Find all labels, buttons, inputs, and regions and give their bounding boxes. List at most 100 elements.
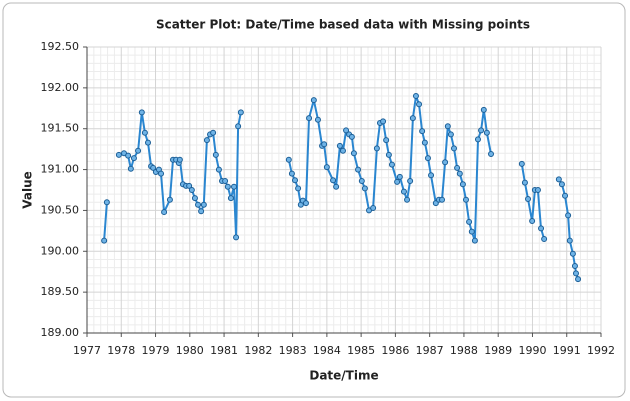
point [321, 141, 328, 148]
point [233, 234, 240, 241]
point [488, 151, 495, 158]
y-tick-label: 192.00 [41, 81, 80, 94]
point [141, 129, 148, 136]
point [442, 159, 449, 166]
point [450, 145, 457, 152]
x-tick-label: 1986 [381, 344, 409, 357]
x-tick-label: 1980 [176, 344, 204, 357]
point [291, 177, 298, 184]
point [565, 212, 572, 219]
point [571, 262, 578, 269]
point [396, 173, 403, 180]
point [330, 177, 337, 184]
point [466, 218, 473, 225]
point [333, 183, 340, 190]
point [339, 147, 346, 154]
y-tick-label: 192.50 [41, 40, 80, 53]
point [380, 118, 387, 125]
point [210, 129, 217, 136]
point [188, 187, 195, 193]
point [424, 155, 431, 162]
point [343, 127, 350, 134]
point [471, 237, 478, 244]
point [355, 166, 362, 173]
point [115, 151, 122, 158]
point [127, 165, 134, 172]
point [166, 196, 173, 203]
point [529, 218, 536, 225]
point [388, 161, 395, 168]
point [285, 156, 292, 163]
point [144, 139, 151, 146]
point [103, 199, 110, 206]
point [478, 127, 485, 134]
point [562, 192, 569, 199]
point [416, 101, 423, 108]
point [150, 164, 157, 171]
point [412, 93, 419, 100]
point [572, 270, 579, 277]
x-tick-label: 1983 [279, 344, 307, 357]
point [158, 170, 165, 177]
x-tick-label: 1992 [587, 344, 615, 357]
point [555, 176, 562, 183]
point [125, 152, 132, 159]
x-tick-label: 1984 [313, 344, 341, 357]
point [483, 129, 490, 136]
point [468, 228, 475, 235]
point [361, 185, 368, 192]
point [421, 139, 428, 146]
x-tick-label: 1991 [553, 344, 581, 357]
point [191, 195, 198, 202]
point [575, 276, 582, 283]
point [558, 181, 565, 188]
point [474, 136, 481, 143]
point [358, 178, 365, 185]
point [215, 166, 222, 173]
point [439, 196, 446, 203]
x-tick-label: 1978 [107, 344, 135, 357]
point [370, 204, 377, 211]
point [227, 195, 234, 202]
x-tick-label: 1987 [416, 344, 444, 357]
point [454, 164, 461, 171]
point [161, 209, 168, 216]
x-tick-label: 1977 [73, 344, 101, 357]
x-tick-label: 1981 [210, 344, 238, 357]
point [419, 128, 426, 135]
point [130, 155, 137, 162]
x-tick-label: 1988 [450, 344, 478, 357]
point [350, 150, 357, 157]
point [138, 109, 145, 116]
point [373, 145, 380, 152]
point [383, 137, 390, 144]
point [348, 133, 355, 140]
point [404, 196, 411, 203]
point [480, 106, 487, 113]
point [235, 123, 242, 130]
point [459, 181, 466, 188]
x-tick-label: 1990 [518, 344, 546, 357]
point [224, 183, 231, 190]
point [302, 200, 309, 207]
x-tick-label: 1985 [347, 344, 375, 357]
point [462, 196, 469, 203]
point [222, 178, 229, 185]
chart-frame [2, 2, 626, 398]
point [323, 164, 330, 171]
y-tick-label: 189.00 [41, 326, 80, 339]
y-tick-label: 191.50 [41, 122, 80, 135]
x-tick-label: 1989 [484, 344, 512, 357]
point [306, 115, 313, 122]
point [569, 250, 576, 257]
x-tick-label: 1979 [142, 344, 170, 357]
point [538, 225, 545, 232]
point [310, 97, 317, 104]
point [456, 170, 463, 177]
chart-title: Scatter Plot: Date/Time based data with … [156, 18, 530, 32]
point [200, 201, 207, 208]
y-tick-label: 191.00 [41, 163, 80, 176]
x-axis-title: Date/Time [309, 369, 378, 383]
point [237, 109, 244, 116]
